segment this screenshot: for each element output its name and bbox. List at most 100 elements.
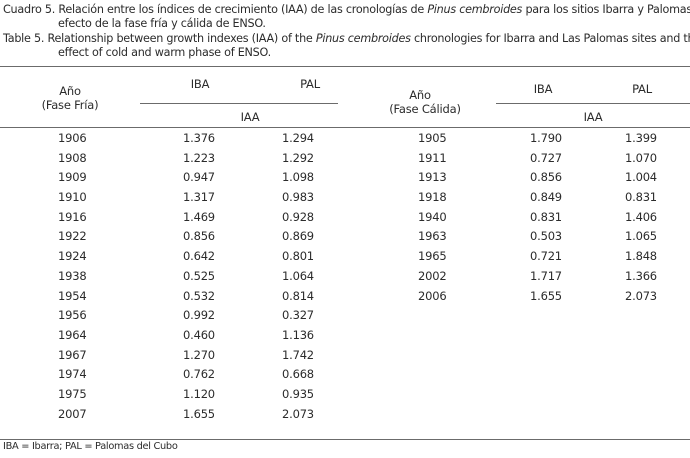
- iba-cell: 0.532: [183, 288, 215, 303]
- pal-cell: 1.366: [625, 268, 657, 283]
- year-cell: 1922: [58, 229, 87, 244]
- warm-phase-rows: 1905 1.790 1.399 1911 0.727 1.070 1913 0.856 1…: [360, 131, 660, 441]
- pal-cell: 1.070: [625, 150, 657, 165]
- year-cell: 2002: [418, 268, 447, 283]
- cold-iaa-header: IAA: [240, 110, 260, 124]
- iba-cell: 1.655: [530, 288, 562, 303]
- iba-cell: 0.856: [530, 170, 562, 185]
- table-bottom-rule: [0, 439, 690, 440]
- cold-pal-header: PAL: [300, 77, 320, 91]
- pal-cell: 1.294: [282, 131, 314, 145]
- table-row: 1922 0.856 0.869: [0, 229, 314, 249]
- warm-pal-header: PAL: [632, 82, 652, 96]
- year-cell: 1909: [58, 170, 87, 185]
- year-cell: 2007: [58, 406, 87, 421]
- year-cell: 1905: [418, 131, 447, 145]
- pal-cell: 1.098: [282, 170, 314, 185]
- iba-cell: 0.856: [183, 229, 215, 244]
- table-row: 1909 0.947 1.098: [0, 170, 314, 190]
- year-cell: 1975: [58, 386, 87, 401]
- caption-es-line1: Cuadro 5. Relación entre los índices de …: [3, 3, 690, 17]
- cold-phase-rows: 1906 1.376 1.294 1908 1.223 1.292 1909 0.947 1…: [0, 131, 314, 441]
- table-row: 1910 1.317 0.983: [0, 190, 314, 210]
- iba-cell: 1.469: [183, 209, 215, 224]
- warm-year-header: Año: [409, 88, 431, 102]
- year-cell: 1908: [58, 150, 87, 165]
- iba-cell: 0.831: [530, 209, 562, 224]
- year-cell: 1918: [418, 190, 447, 205]
- pal-cell: 1.406: [625, 209, 657, 224]
- table-top-rule: [0, 66, 690, 67]
- caption-es-text: Cuadro 5. Relación entre los índices de …: [3, 3, 428, 16]
- caption-es-text-end: para los sitios Ibarra y Palomas y el: [525, 3, 690, 16]
- pal-cell: 1.064: [282, 268, 314, 283]
- iba-cell: 0.727: [530, 150, 562, 165]
- year-cell: 1964: [58, 327, 87, 342]
- table-row: 2006 1.655 2.073: [360, 289, 660, 309]
- table-row: 1954 0.532 0.814: [0, 288, 314, 309]
- table-footnote: IBA = Ibarra; PAL = Palomas del Cubo: [3, 441, 178, 452]
- iba-cell: 1.376: [183, 131, 215, 145]
- year-cell: 1940: [418, 209, 447, 224]
- pal-cell: 1.848: [625, 249, 657, 264]
- table-row: 1975 1.120 0.935: [0, 386, 314, 407]
- year-cell: 1910: [58, 190, 87, 205]
- year-cell: 1974: [58, 367, 87, 382]
- table-row: 1956 0.992 0.327: [0, 308, 314, 328]
- year-cell: 1967: [58, 347, 87, 362]
- pal-cell: 0.327: [282, 308, 314, 323]
- iba-cell: 1.317: [183, 190, 215, 205]
- iba-cell: 0.762: [183, 367, 215, 382]
- table-row: 1967 1.270 1.742: [0, 347, 314, 368]
- year-cell: 1965: [418, 249, 447, 264]
- pal-cell: 1.065: [625, 229, 657, 244]
- table-row: 1911 0.727 1.070: [360, 151, 660, 171]
- table-row: 1905 1.790 1.399: [360, 131, 660, 151]
- iba-cell: 0.642: [183, 249, 215, 264]
- caption-en-species: Pinus cembroides: [315, 32, 411, 45]
- warm-iba-header: IBA: [533, 82, 553, 96]
- pal-cell: 0.668: [282, 367, 314, 382]
- header-bottom-rule: [0, 127, 690, 128]
- pal-cell: 1.292: [282, 150, 314, 165]
- iba-cell: 0.525: [183, 268, 215, 283]
- iba-cell: 0.849: [530, 190, 562, 205]
- pal-cell: 0.814: [282, 288, 314, 303]
- table-row: 1938 0.525 1.064: [0, 268, 314, 289]
- pal-cell: 1.742: [282, 347, 314, 362]
- pal-cell: 2.073: [282, 406, 314, 421]
- table-row: 1924 0.642 0.801: [0, 249, 314, 269]
- table-row: 1913 0.856 1.004: [360, 170, 660, 190]
- caption-en-line1: Table 5. Relationship between growth ind…: [3, 32, 690, 46]
- table-row: 1918 0.849 0.831: [360, 190, 660, 210]
- pal-cell: 0.983: [282, 190, 314, 205]
- cold-group-rule: [140, 103, 338, 104]
- table-row: 2007 1.655 2.073: [0, 406, 314, 427]
- year-cell: 1916: [58, 209, 87, 224]
- iba-cell: 1.655: [183, 406, 215, 421]
- iba-cell: 1.717: [530, 268, 562, 283]
- table-row: 1916 1.469 0.928: [0, 209, 314, 230]
- warm-phase-header: (Fase Cálida): [389, 102, 461, 116]
- iba-cell: 0.460: [183, 327, 215, 342]
- caption-en-text-end: chronologies for Ibarra and Las Palomas …: [410, 32, 690, 45]
- table-row: 1908 1.223 1.292: [0, 150, 314, 171]
- year-cell: 1911: [418, 150, 447, 165]
- year-cell: 1913: [418, 170, 447, 185]
- year-cell: 1938: [58, 268, 87, 283]
- year-cell: 1954: [58, 288, 87, 303]
- table-row: 1974 0.762 0.668: [0, 367, 314, 387]
- pal-cell: 1.399: [625, 131, 657, 145]
- table-row: 2002 1.717 1.366: [360, 269, 660, 289]
- year-cell: 1924: [58, 249, 87, 264]
- cold-phase-header: (Fase Fría): [41, 98, 99, 112]
- pal-cell: 1.004: [625, 170, 657, 185]
- iba-cell: 1.790: [530, 131, 562, 145]
- pal-cell: 0.935: [282, 386, 314, 401]
- iba-cell: 1.270: [183, 347, 215, 362]
- warm-group-rule: [496, 103, 690, 104]
- table-row: 1964 0.460 1.136: [0, 327, 314, 348]
- caption-en-text: Table 5. Relationship between growth ind…: [3, 32, 316, 45]
- table-row: 1906 1.376 1.294: [0, 131, 314, 151]
- iba-cell: 0.721: [530, 249, 562, 264]
